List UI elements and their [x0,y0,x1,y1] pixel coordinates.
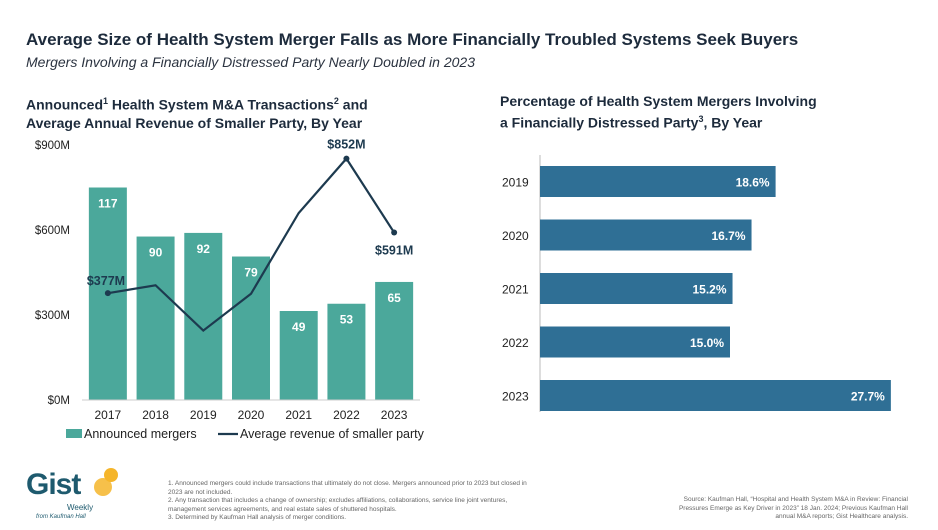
bar-announced-mergers [232,256,270,400]
legend-label: Average revenue of smaller party [240,427,425,441]
bar-data-label: 53 [340,313,354,327]
x-tick-label: 2018 [142,408,169,422]
x-tick-label: 2023 [381,408,408,422]
line-data-label: $591M [375,244,413,258]
bar-data-label: 117 [98,197,118,211]
logo-dot-icon [94,478,112,496]
logo-dot-icon [104,468,118,482]
bar-announced-mergers [279,311,318,400]
bar-data-label: 18.6% [736,176,770,190]
right-title-line1: Percentage of Health System Mergers Invo… [500,93,817,109]
revenue-point [343,155,350,162]
bar-data-label: 27.7% [851,390,885,404]
logo-from: from Kaufman Hall [36,514,86,520]
y-tick-label: $600M [35,225,70,237]
y-category-label: 2022 [502,336,529,350]
bar-distressed-pct [540,326,730,358]
bar-data-label: 49 [292,320,306,334]
footnote-item: 1. Announced mergers could include trans… [168,480,527,496]
bar-data-label: 15.2% [693,283,727,297]
footnote-item: 3. Determined by Kaufman Hall analysis o… [168,514,347,521]
footnote-ref-3: 3 [698,114,704,124]
bar-distressed-pct [540,273,733,304]
revenue-point [391,229,398,236]
bar-announced-mergers [136,236,175,400]
x-tick-label: 2017 [95,408,122,422]
logo-weekly: Weekly [67,503,94,512]
bar-data-label: 79 [244,266,258,280]
y-category-label: 2023 [502,390,529,404]
mergers-combo-chart: $0M $300M $600M $900M 117 90 92 79 49 53 65 2017 201… [35,138,425,441]
distressed-percentage-chart: 2019 18.6% 2020 16.7% 2021 15.2% 2022 15.0% 2023… [502,155,891,412]
legend-label: Announced mergers [84,427,197,441]
x-tick-label: 2021 [285,408,312,422]
bar-data-label: 92 [197,242,211,256]
footnote-ref-2: 2 [333,96,339,106]
x-tick-label: 2022 [333,408,360,422]
bar-data-label: 90 [149,246,163,260]
x-tick-label: 2020 [238,408,265,422]
page-title: Average Size of Health System Merger Fal… [26,30,799,49]
page-subtitle: Mergers Involving a Financially Distress… [26,54,475,70]
line-data-label: $852M [327,138,365,152]
gist-logo: Gist Weekly from Kaufman Hall [26,468,146,528]
footnote-item: 2. Any transaction that includes a chang… [168,497,508,513]
logo-brand: Gist [26,468,81,501]
left-title-part: Health System M&A Transactions [108,96,334,113]
footnotes: 1. Announced mergers could include trans… [168,480,528,523]
bar-distressed-pct [540,380,891,411]
left-title-part: and [338,96,368,113]
y-tick-label: $0M [48,395,70,407]
left-title-part: Announced [26,96,103,113]
x-tick-label: 2019 [190,408,217,422]
y-category-label: 2021 [502,283,529,297]
left-title-line2: Average Annual Revenue of Smaller Party,… [26,114,363,131]
y-tick-label: $900M [35,140,70,152]
footnote-ref-1: 1 [103,96,109,106]
bar-announced-mergers [327,303,366,400]
bar-distressed-pct [540,219,752,251]
y-category-label: 2020 [502,229,529,243]
right-title-part: a Financially Distressed Party [500,114,699,131]
y-tick-label: $300M [35,310,70,322]
bar-announced-mergers [375,281,414,400]
line-data-label: $377M [87,274,125,288]
y-category-label: 2019 [502,176,529,190]
bar-data-label: 15.0% [690,336,724,350]
right-chart-title: Percentage of Health System Mergers Invo… [500,92,817,132]
bar-distressed-pct [540,166,776,197]
bar-data-label: 65 [387,291,401,305]
bar-announced-mergers [184,232,223,400]
legend-bar-swatch [66,429,82,438]
right-title-part: , By Year [703,114,763,131]
bar-data-label: 16.7% [712,229,746,243]
left-chart-title: Announced1 Health System M&A Transaction… [26,92,368,132]
source-note: Source: Kaufman Hall, “Hospital and Heal… [678,496,908,520]
revenue-point [104,290,111,297]
